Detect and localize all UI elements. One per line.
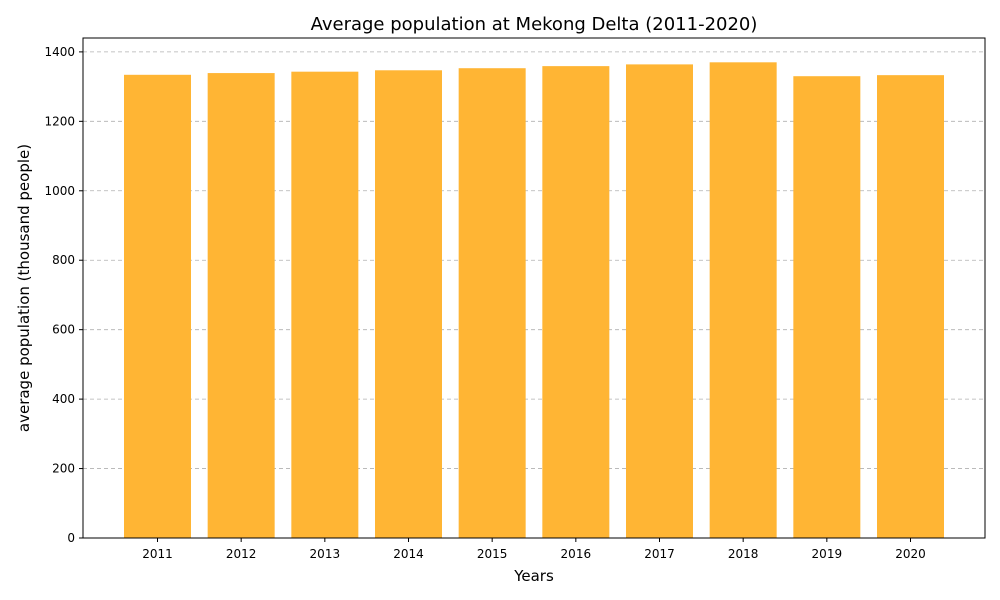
x-axis-ticks: 2011 2012 2013 2014 2015 2016 2017 2018 2019 2020 bbox=[142, 538, 926, 561]
y-axis-ticks: 0 200 400 600 800 1000 1200 1400 bbox=[44, 45, 83, 545]
x-axis-label: Years bbox=[513, 567, 554, 585]
bar-2015 bbox=[458, 68, 526, 538]
x-tick-label-2015: 2015 bbox=[477, 547, 508, 561]
x-tick-label-2019: 2019 bbox=[812, 547, 843, 561]
y-tick-label: 1000 bbox=[44, 184, 75, 198]
y-tick-label: 0 bbox=[67, 531, 75, 545]
x-tick-label-2016: 2016 bbox=[561, 547, 592, 561]
y-tick-label: 200 bbox=[52, 462, 75, 476]
y-tick-label: 1200 bbox=[44, 114, 75, 128]
bar-2016 bbox=[542, 66, 610, 538]
chart-title: Average population at Mekong Delta (2011… bbox=[311, 14, 758, 35]
x-tick-label-2011: 2011 bbox=[142, 547, 173, 561]
bar-2017 bbox=[626, 64, 693, 538]
bar-2012 bbox=[207, 73, 275, 538]
bar-2018 bbox=[709, 62, 777, 539]
plot-frame bbox=[82, 37, 986, 539]
x-tick-label-2020: 2020 bbox=[895, 547, 926, 561]
bar-2014 bbox=[375, 70, 442, 539]
y-tick-label: 600 bbox=[52, 323, 75, 337]
y-tick-label: 1400 bbox=[44, 45, 75, 59]
bar-2019 bbox=[793, 76, 861, 538]
bar-2011 bbox=[124, 74, 191, 539]
x-tick-label-2017: 2017 bbox=[644, 547, 675, 561]
x-tick-label-2013: 2013 bbox=[310, 547, 341, 561]
bars bbox=[124, 62, 944, 539]
x-tick-label-2018: 2018 bbox=[728, 547, 759, 561]
bar-2020 bbox=[877, 75, 944, 539]
x-tick-label-2014: 2014 bbox=[393, 547, 424, 561]
y-axis-label: average population (thousand people) bbox=[15, 144, 33, 432]
y-tick-label: 400 bbox=[52, 392, 75, 406]
bar-2013 bbox=[291, 71, 359, 539]
y-tick-label: 800 bbox=[52, 253, 75, 267]
x-tick-label-2012: 2012 bbox=[226, 547, 257, 561]
